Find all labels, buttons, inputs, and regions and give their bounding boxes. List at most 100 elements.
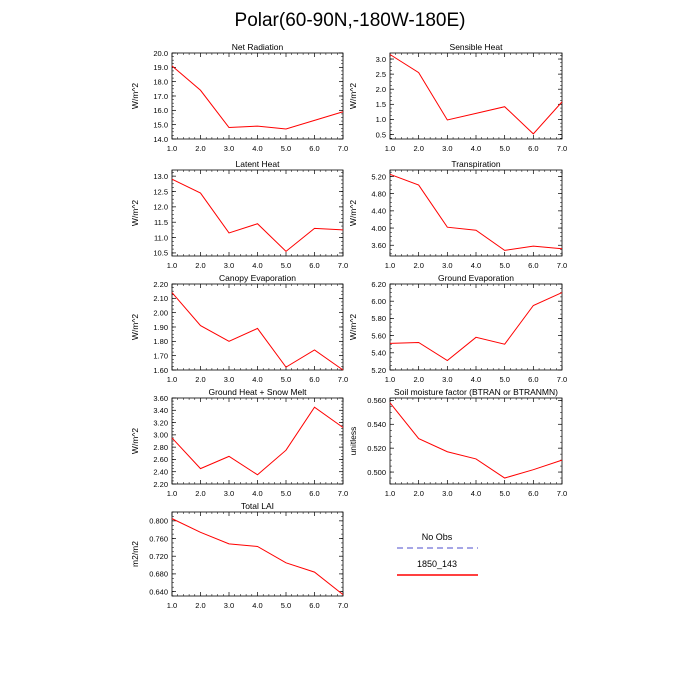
y-tick-label: 0.500 <box>367 468 386 477</box>
y-axis-label: W/m^2 <box>348 314 358 340</box>
series-line <box>389 292 563 362</box>
y-tick-label: 4.40 <box>371 207 386 216</box>
x-tick-label: 7.0 <box>338 601 348 610</box>
plot-frame <box>171 169 344 257</box>
plot-frame <box>389 52 563 140</box>
y-axis-label: W/m^2 <box>348 200 358 226</box>
plot-frame <box>389 397 563 485</box>
plot-frame <box>171 511 344 597</box>
x-tick-label: 3.0 <box>442 489 452 498</box>
y-tick-label: 20.0 <box>153 49 168 58</box>
y-tick-label: 0.540 <box>367 420 386 429</box>
x-tick-label: 2.0 <box>413 375 423 384</box>
x-tick-label: 1.0 <box>385 489 395 498</box>
y-axis-label: unitless <box>348 427 358 456</box>
y-tick-label: 3.0 <box>376 55 386 64</box>
x-tick-label: 7.0 <box>557 375 567 384</box>
x-tick-label: 1.0 <box>167 144 177 153</box>
y-tick-label: 6.00 <box>371 297 386 306</box>
panel-title: Canopy Evaporation <box>219 273 296 283</box>
x-tick-label: 2.0 <box>413 144 423 153</box>
y-tick-label: 6.20 <box>371 280 386 289</box>
x-tick-label: 2.0 <box>195 144 205 153</box>
series-line <box>171 518 344 596</box>
y-tick-label: 13.0 <box>153 172 168 181</box>
x-tick-label: 4.0 <box>471 375 481 384</box>
y-tick-label: 3.60 <box>153 394 168 403</box>
y-tick-label: 0.5 <box>376 130 386 139</box>
x-tick-label: 1.0 <box>167 261 177 270</box>
y-axis-label: m2/m2 <box>130 541 140 567</box>
x-tick-label: 3.0 <box>224 375 234 384</box>
y-axis-label: W/m^2 <box>130 200 140 226</box>
chart-panel: Latent Heat W/m^2 1.0 2.0 3.0 4.0 5.0 6.0 7.0 10.… <box>130 159 348 270</box>
x-tick-label: 1.0 <box>385 144 395 153</box>
x-tick-label: 6.0 <box>528 375 538 384</box>
x-tick-label: 2.0 <box>413 489 423 498</box>
y-tick-label: 10.5 <box>153 249 168 258</box>
y-tick-label: 2.60 <box>153 455 168 464</box>
x-tick-label: 7.0 <box>557 489 567 498</box>
series-line <box>171 292 344 371</box>
y-axis-label: W/m^2 <box>348 83 358 109</box>
y-tick-label: 0.720 <box>149 552 168 561</box>
x-tick-label: 5.0 <box>499 375 509 384</box>
x-tick-label: 5.0 <box>499 144 509 153</box>
panel-title: Total LAI <box>241 501 274 511</box>
x-tick-label: 3.0 <box>224 489 234 498</box>
x-tick-label: 5.0 <box>499 261 509 270</box>
y-tick-label: 3.20 <box>153 418 168 427</box>
panel-title: Net Radiation <box>232 42 284 52</box>
y-axis-label: W/m^2 <box>130 428 140 454</box>
x-tick-label: 4.0 <box>471 144 481 153</box>
y-tick-label: 4.00 <box>371 224 386 233</box>
x-tick-label: 4.0 <box>252 489 262 498</box>
x-tick-label: 2.0 <box>413 261 423 270</box>
x-tick-label: 6.0 <box>309 375 319 384</box>
y-tick-label: 17.0 <box>153 92 168 101</box>
y-axis-label: W/m^2 <box>130 83 140 109</box>
series-line <box>171 406 344 476</box>
y-tick-label: 5.60 <box>371 331 386 340</box>
series-line <box>389 173 563 251</box>
y-tick-label: 1.0 <box>376 115 386 124</box>
x-tick-label: 6.0 <box>528 261 538 270</box>
y-tick-label: 2.10 <box>153 294 168 303</box>
plot-frame <box>171 283 344 371</box>
y-tick-label: 19.0 <box>153 63 168 72</box>
chart-panel: Ground Evaporation W/m^2 1.0 2.0 3.0 4.0 5.0 6.… <box>348 273 567 384</box>
y-tick-label: 0.800 <box>149 517 168 526</box>
y-tick-label: 14.0 <box>153 135 168 144</box>
x-tick-label: 3.0 <box>442 375 452 384</box>
panel-title: Ground Evaporation <box>438 273 514 283</box>
chart-panel: Canopy Evaporation W/m^2 1.0 2.0 3.0 4.0 5.0 6.… <box>130 273 348 384</box>
x-tick-label: 6.0 <box>309 261 319 270</box>
x-tick-label: 1.0 <box>167 375 177 384</box>
x-tick-label: 1.0 <box>385 375 395 384</box>
x-tick-label: 6.0 <box>309 144 319 153</box>
series-line <box>171 65 344 130</box>
y-tick-label: 16.0 <box>153 106 168 115</box>
x-tick-label: 5.0 <box>281 375 291 384</box>
y-tick-label: 2.20 <box>153 480 168 489</box>
y-tick-label: 2.0 <box>376 85 386 94</box>
y-tick-label: 1.70 <box>153 351 168 360</box>
y-tick-label: 2.80 <box>153 443 168 452</box>
x-tick-label: 1.0 <box>167 601 177 610</box>
x-tick-label: 5.0 <box>281 601 291 610</box>
panel-title: Ground Heat + Snow Melt <box>208 387 307 397</box>
y-tick-label: 2.40 <box>153 468 168 477</box>
y-tick-label: 2.20 <box>153 280 168 289</box>
y-tick-label: 0.640 <box>149 587 168 596</box>
y-tick-label: 12.5 <box>153 187 168 196</box>
chart-panel: Total LAI m2/m2 1.0 2.0 3.0 4.0 5.0 6.0 7.0 0.640… <box>130 501 348 610</box>
x-tick-label: 2.0 <box>195 601 205 610</box>
panel-title: Soil moisture factor (BTRAN or BTRANMN) <box>394 387 558 397</box>
series-line <box>389 402 563 479</box>
x-tick-label: 1.0 <box>167 489 177 498</box>
x-tick-label: 4.0 <box>471 261 481 270</box>
x-tick-label: 7.0 <box>338 375 348 384</box>
x-tick-label: 6.0 <box>309 601 319 610</box>
